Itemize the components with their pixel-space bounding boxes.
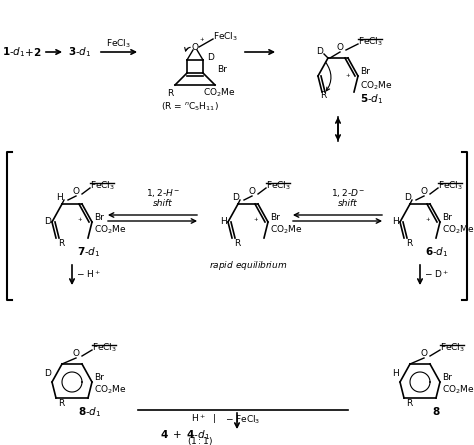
Text: CO$_2$Me: CO$_2$Me [442, 223, 474, 235]
Text: $^+$: $^+$ [76, 217, 83, 226]
Text: CO$_2$Me: CO$_2$Me [94, 223, 127, 235]
Text: O: O [248, 187, 255, 197]
Text: H: H [220, 218, 227, 227]
Text: R: R [167, 89, 173, 97]
Text: $^+$: $^+$ [424, 217, 431, 226]
Text: FeCl$_3$: FeCl$_3$ [106, 38, 131, 50]
Text: $\mathbf{6}$-$\mathit{d_1}$: $\mathbf{6}$-$\mathit{d_1}$ [425, 245, 448, 259]
Text: D: D [44, 218, 51, 227]
Text: H: H [56, 194, 64, 202]
Text: R: R [58, 399, 64, 408]
Text: O: O [73, 187, 80, 197]
Text: CO$_2$Me: CO$_2$Me [270, 223, 302, 235]
Text: shift: shift [338, 199, 358, 208]
Text: FeCl$_3$: FeCl$_3$ [358, 36, 383, 48]
Text: FeCl$_3$: FeCl$_3$ [90, 180, 115, 192]
Text: R: R [234, 239, 240, 248]
Text: Br: Br [217, 65, 227, 74]
Text: O: O [420, 349, 428, 359]
Text: $-$ FeCl$_3$: $-$ FeCl$_3$ [225, 413, 261, 425]
Text: $-$ D$^+$: $-$ D$^+$ [424, 268, 449, 280]
Text: R: R [406, 399, 412, 408]
Text: $\mathbf{8}$-$\mathit{d_1}$: $\mathbf{8}$-$\mathit{d_1}$ [78, 405, 101, 419]
Text: $+$: $+$ [24, 46, 34, 57]
Text: $^+$: $^+$ [252, 217, 259, 226]
Text: CO$_2$Me: CO$_2$Me [94, 383, 127, 396]
Text: D: D [233, 194, 239, 202]
Text: $\mathbf{2}$: $\mathbf{2}$ [33, 46, 41, 58]
Text: Br: Br [360, 67, 370, 76]
Text: $|$: $|$ [212, 412, 216, 425]
Text: $\mathbf{8}$: $\mathbf{8}$ [432, 405, 441, 417]
Text: O: O [191, 43, 199, 52]
Text: $\mathit{rapid\ equilibrium}$: $\mathit{rapid\ equilibrium}$ [209, 259, 287, 272]
Text: H$^+$: H$^+$ [191, 413, 205, 424]
Text: O: O [420, 187, 428, 197]
Text: R: R [406, 239, 412, 248]
Text: O: O [337, 44, 344, 53]
Text: H: H [392, 368, 399, 377]
Text: Br: Br [94, 373, 104, 382]
Text: shift: shift [153, 199, 173, 208]
Text: Br: Br [94, 213, 104, 222]
Text: D: D [207, 53, 214, 61]
Text: FeCl$_3$: FeCl$_3$ [213, 31, 238, 43]
Text: FeCl$_3$: FeCl$_3$ [440, 342, 465, 354]
Text: D: D [317, 48, 323, 57]
Text: $1,2$-H$^-$: $1,2$-H$^-$ [146, 187, 180, 199]
Text: Br: Br [442, 213, 452, 222]
Text: $^+$: $^+$ [344, 73, 351, 82]
Text: D: D [405, 194, 411, 202]
Text: D: D [44, 368, 51, 377]
Text: CO$_2$Me: CO$_2$Me [203, 87, 236, 99]
Text: $\mathbf{1}$-$\mathit{d_1}$: $\mathbf{1}$-$\mathit{d_1}$ [2, 45, 26, 59]
Text: $1,2$-D$^-$: $1,2$-D$^-$ [331, 187, 365, 199]
Text: $\mathbf{4}\ +\ \mathbf{4}$-$\mathit{d_1}$: $\mathbf{4}\ +\ \mathbf{4}$-$\mathit{d_1… [160, 428, 210, 442]
Text: Br: Br [270, 213, 280, 222]
Text: FeCl$_3$: FeCl$_3$ [92, 342, 117, 354]
Text: $^+$: $^+$ [198, 36, 205, 45]
Text: FeCl$_3$: FeCl$_3$ [266, 180, 291, 192]
Text: (R = $^n$C$_5$H$_{11}$): (R = $^n$C$_5$H$_{11}$) [161, 101, 219, 113]
Text: FeCl$_3$: FeCl$_3$ [438, 180, 463, 192]
Text: CO$_2$Me: CO$_2$Me [360, 79, 392, 92]
Text: Br: Br [442, 373, 452, 382]
Text: R: R [58, 239, 64, 248]
Text: H: H [392, 218, 399, 227]
Text: $(1 : 1)$: $(1 : 1)$ [187, 435, 213, 445]
Text: $-$ H$^+$: $-$ H$^+$ [76, 268, 101, 280]
Text: R: R [320, 91, 326, 100]
Text: $\mathbf{5}$-$\mathit{d_1}$: $\mathbf{5}$-$\mathit{d_1}$ [360, 92, 383, 106]
Text: $\mathbf{3}$-$\mathit{d_1}$: $\mathbf{3}$-$\mathit{d_1}$ [68, 45, 91, 59]
Text: $\mathbf{7}$-$\mathit{d_1}$: $\mathbf{7}$-$\mathit{d_1}$ [77, 245, 100, 259]
Text: O: O [73, 349, 80, 359]
Text: CO$_2$Me: CO$_2$Me [442, 383, 474, 396]
